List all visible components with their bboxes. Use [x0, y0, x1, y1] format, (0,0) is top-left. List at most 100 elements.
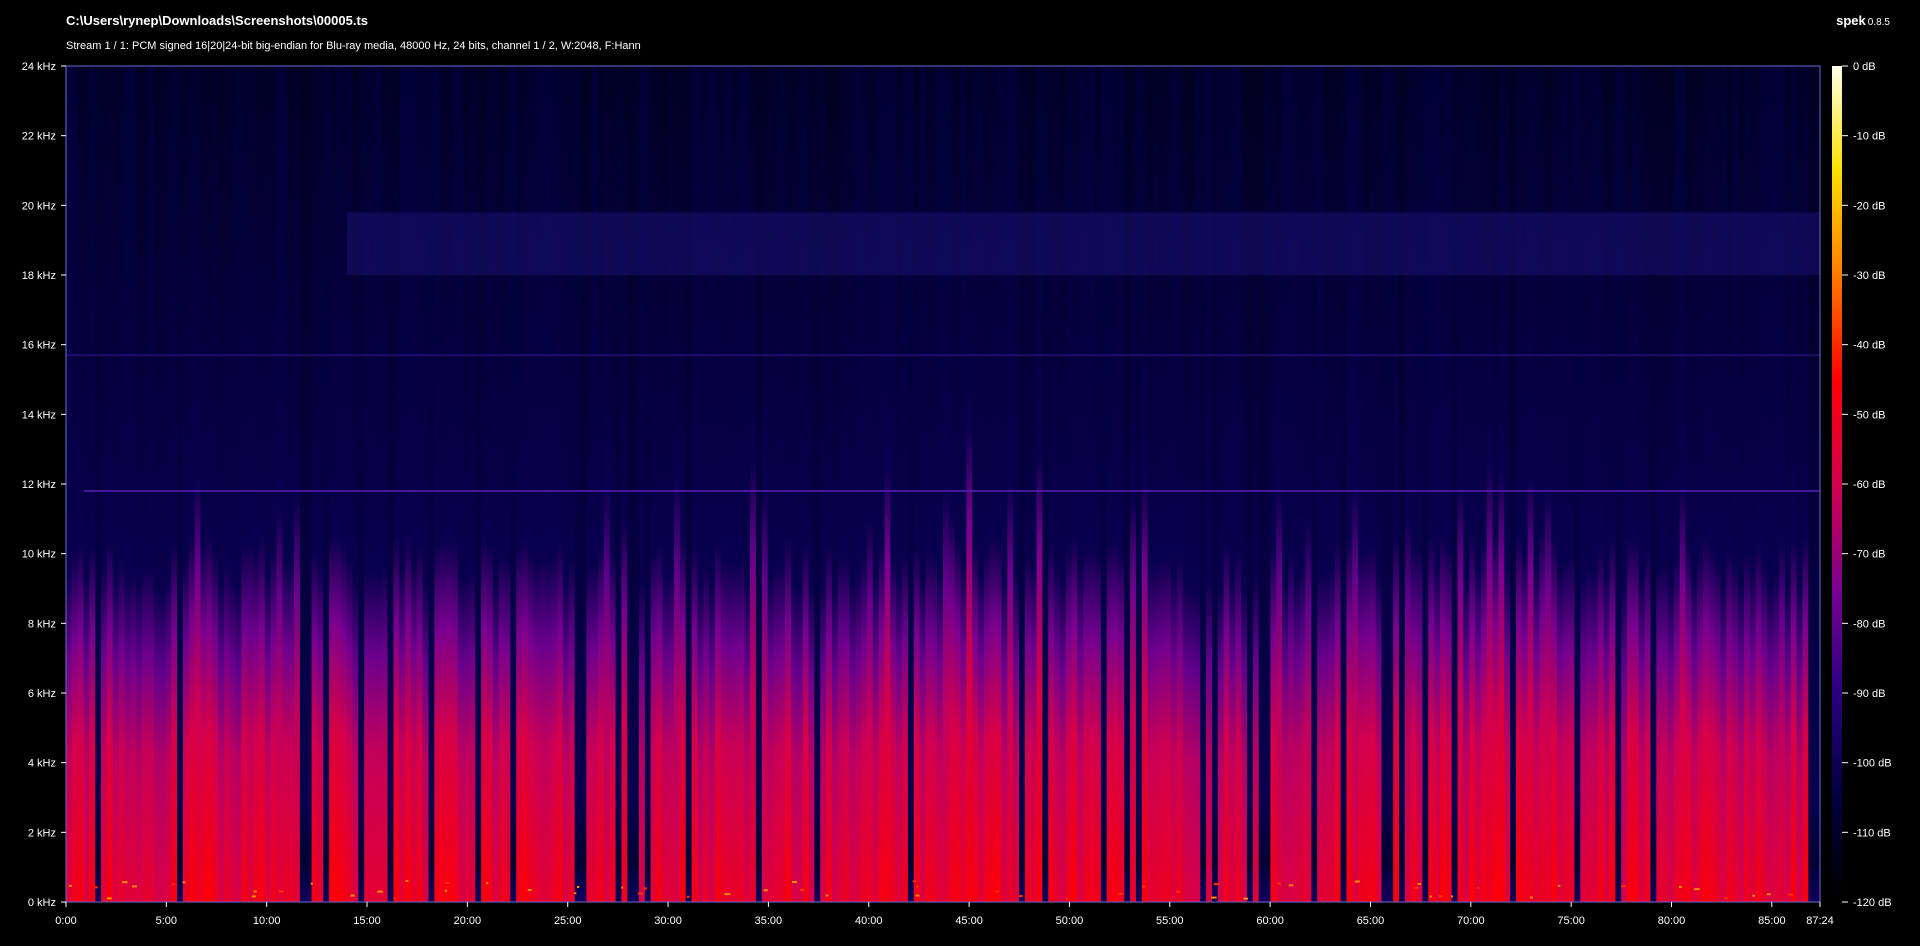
spectrogram-column [1597, 66, 1605, 902]
spectrogram-column [755, 66, 763, 902]
spectrogram-column [1667, 66, 1675, 902]
x-tick-label: 80:00 [1658, 915, 1686, 927]
hot-spot [172, 883, 175, 886]
spectrogram-column [124, 66, 131, 902]
spectrogram-column [171, 66, 178, 902]
spectrogram-column [1019, 66, 1026, 902]
spectrogram-column [1328, 66, 1336, 902]
noise-band [346, 212, 1821, 275]
colorbar-tick-label: -80 dB [1853, 618, 1885, 630]
spectrogram-column [1638, 66, 1646, 902]
spectrogram-column [948, 66, 956, 902]
spectrogram-column [66, 66, 73, 902]
spectrogram-column [1568, 66, 1576, 902]
spectrogram-column [200, 66, 207, 902]
spectrogram-column [978, 66, 985, 902]
hot-spot [1142, 885, 1146, 888]
spectrogram-column [1779, 66, 1786, 902]
spectrogram-column [305, 66, 313, 902]
spectrogram-column [1282, 66, 1289, 902]
spectrogram-column [633, 66, 640, 902]
x-tick-label: 55:00 [1156, 915, 1184, 927]
spectrogram-column [638, 66, 646, 902]
spectrogram-column [1627, 66, 1634, 902]
spectrogram-column [1323, 66, 1330, 902]
spectrogram-column [691, 66, 699, 902]
spectrogram-column [1802, 66, 1809, 902]
spectrogram-column [1200, 66, 1207, 902]
spectrogram-column [130, 66, 137, 902]
spectrogram-column [1270, 66, 1277, 902]
spectrogram-column [1591, 66, 1599, 902]
spectrogram-column [492, 66, 500, 902]
spectrogram-column [1732, 66, 1739, 902]
hot-spot [1417, 883, 1421, 885]
hot-spot [122, 881, 128, 884]
spectrogram-column [1609, 66, 1616, 902]
spectrogram-column [258, 66, 266, 902]
spectrogram-column [1159, 66, 1166, 902]
hot-spot [686, 895, 690, 898]
colorbar-tick-label: -110 dB [1853, 827, 1891, 839]
spectrogram-column [1580, 66, 1587, 902]
spectrogram-column [668, 66, 675, 902]
spectrogram-column [679, 66, 687, 902]
spectrogram-column [1551, 66, 1558, 902]
y-tick-label: 18 kHz [22, 270, 56, 282]
spectrogram-column [358, 66, 365, 902]
spectrogram-overlays [66, 212, 1821, 900]
spectrogram-column [1504, 66, 1511, 902]
spectrogram-column [1439, 66, 1447, 902]
x-tick-label: 87:24 [1806, 915, 1834, 927]
spectrogram-column [469, 66, 476, 902]
spectrogram-column [1475, 66, 1482, 902]
spectrogram-column [235, 66, 242, 902]
spectrogram-column [527, 66, 535, 902]
spectrogram-column [1574, 66, 1581, 902]
x-tick-label: 40:00 [855, 915, 883, 927]
spectrogram-column [983, 66, 991, 902]
spectrogram-column [1422, 66, 1429, 902]
spectrogram-column [1434, 66, 1441, 902]
spectrogram-column [1083, 66, 1090, 902]
spectrogram-column [1229, 66, 1236, 902]
app-name-label: spek [1836, 13, 1866, 28]
spectrogram-column [147, 66, 155, 902]
spectrogram-column [884, 66, 891, 902]
spectrogram-column [937, 66, 944, 902]
spectrogram-column [1685, 66, 1692, 902]
spectrogram-column [773, 66, 780, 902]
spectrogram-column [1013, 66, 1020, 902]
spectrogram-column [925, 66, 932, 902]
spectrogram-column [253, 66, 260, 902]
spectrogram-column [212, 66, 219, 902]
spectrogram-column [989, 66, 997, 902]
spectrogram-column [562, 66, 570, 902]
spectrogram-column [1527, 66, 1535, 902]
spectrogram-column [393, 66, 400, 902]
spectrogram-column [872, 66, 880, 902]
hot-spot [1429, 895, 1432, 898]
spectrogram-column [206, 66, 213, 902]
spectrogram-column [615, 66, 623, 902]
spectrogram-column [943, 66, 950, 902]
spectrogram-column [1007, 66, 1014, 902]
hot-spot [621, 886, 624, 889]
spectrogram-column [1165, 66, 1172, 902]
spectrogram-column [451, 66, 459, 902]
spectrogram-column [352, 66, 359, 902]
hot-spot [310, 882, 313, 885]
spectrogram-column [1054, 66, 1061, 902]
spectrogram-column [428, 66, 435, 902]
spectrogram-column [1176, 66, 1184, 902]
spectrogram-column [486, 66, 494, 902]
spectrogram-column [71, 66, 79, 902]
spectrogram-column [522, 66, 529, 902]
spectrogram-column [878, 66, 886, 902]
spectrogram-column [1498, 66, 1505, 902]
spectrogram-column [1708, 66, 1716, 902]
spectrogram-column [1077, 66, 1084, 902]
x-tick-label: 35:00 [755, 915, 783, 927]
spectrogram-column [1562, 66, 1570, 902]
spectrogram-column [1042, 66, 1049, 902]
